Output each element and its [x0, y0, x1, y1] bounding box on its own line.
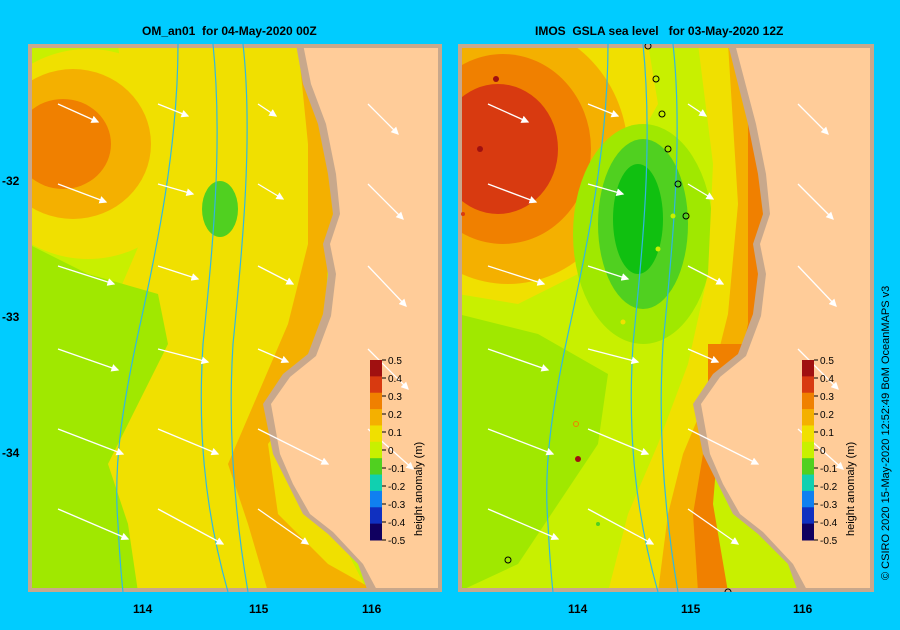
lon-label-right-116: 116 [793, 602, 813, 616]
colorbar-swatch [802, 458, 814, 476]
colorbar-tick-label: -0.3 [388, 500, 406, 511]
lat-label-32: -32 [2, 174, 20, 188]
right-map-nw-anomaly-core [458, 84, 558, 214]
colorbar-tick-label: 0.2 [388, 410, 402, 421]
colorbar-swatch [370, 425, 382, 443]
copyright-credit: © CSIRO 2020 15-May-2020 12:52:49 BoM Oc… [880, 285, 892, 580]
left-map-land [271, 44, 442, 592]
right-map-coastal-yellow [608, 44, 758, 592]
colorbar-swatch [802, 441, 814, 459]
right-colorbar-ticks: 0.5 0.4 0.3 0.2 0.1 0 -0.1 -0.2 -0.3 -0.4 -0.5 [814, 356, 838, 547]
colorbar-swatch [802, 474, 814, 492]
colorbar-swatch [370, 360, 382, 377]
colorbar-swatch [370, 507, 382, 525]
colorbar-swatch [370, 523, 382, 541]
colorbar-tick-label: 0.1 [820, 428, 834, 439]
lon-label-left-116: 116 [362, 602, 382, 616]
right-map-contour-2 [630, 44, 659, 592]
colorbar-swatch [370, 458, 382, 476]
colorbar-swatch [802, 490, 814, 508]
colorbar-tick-label: 0 [388, 446, 394, 457]
left-map-current-arrows [57, 103, 414, 545]
colorbar-tick-label: 0.3 [820, 392, 834, 403]
colorbar-tick-label: -0.5 [388, 536, 406, 547]
left-map-nw-anomaly-core [28, 99, 111, 189]
colorbar-swatch [802, 425, 814, 443]
left-colorbar-swatches [370, 360, 382, 541]
left-map-contour-3 [230, 44, 249, 592]
colorbar-tick-label: -0.4 [388, 518, 406, 529]
left-map-green-region [28, 244, 168, 592]
right-map-sla-dots [461, 76, 676, 526]
left-colorbar-ticks: 0.5 0.4 0.3 0.2 0.1 0 -0.1 -0.2 -0.3 -0.4 -0.5 [382, 356, 406, 547]
left-map-contour-2 [200, 44, 229, 592]
right-map-eddy-core [613, 164, 663, 274]
colorbar-tick-label: 0.5 [388, 356, 402, 367]
lon-label-left-114: 114 [133, 602, 153, 616]
colorbar-swatch [802, 360, 814, 377]
left-map [28, 44, 442, 592]
colorbar-tick-label: -0.2 [820, 482, 838, 493]
colorbar-swatch [370, 441, 382, 459]
colorbar-swatch [370, 474, 382, 492]
right-map-land [701, 44, 874, 592]
colorbar-tick-label: -0.1 [388, 464, 406, 475]
left-map-contour-1 [116, 44, 179, 592]
lat-label-33: -33 [2, 310, 20, 324]
lat-label-34: -34 [2, 446, 20, 460]
colorbar-tick-label: -0.5 [820, 536, 838, 547]
colorbar-swatch [802, 507, 814, 525]
left-colorbar: 0.5 0.4 0.3 0.2 0.1 0 -0.1 -0.2 -0.3 -0.4 -0.5 hei… [370, 356, 425, 547]
colorbar-swatch [802, 523, 814, 541]
colorbar-tick-label: -0.4 [820, 518, 838, 529]
left-map-green-spot [202, 181, 238, 237]
colorbar-swatch [370, 392, 382, 410]
right-map-coastal-orange [658, 44, 768, 592]
left-panel-title: OM_an01 for 04-May-2020 00Z [142, 24, 317, 38]
left-colorbar-label: height anomaly (m) [413, 442, 425, 536]
colorbar-swatch [370, 409, 382, 426]
right-panel-title: IMOS GSLA sea level for 03-May-2020 12Z [535, 24, 784, 38]
lon-label-right-114: 114 [568, 602, 588, 616]
right-map-contour-3 [660, 44, 679, 592]
right-colorbar-swatches [802, 360, 814, 541]
colorbar-tick-label: -0.3 [820, 500, 838, 511]
colorbar-tick-label: 0.4 [388, 374, 402, 385]
colorbar-swatch [370, 490, 382, 508]
colorbar-tick-label: 0.1 [388, 428, 402, 439]
right-map-current-arrows [487, 103, 844, 545]
right-colorbar: 0.5 0.4 0.3 0.2 0.1 0 -0.1 -0.2 -0.3 -0.4 -0.5 hei… [802, 356, 857, 547]
lon-label-right-115: 115 [681, 602, 701, 616]
colorbar-tick-label: 0.2 [820, 410, 834, 421]
colorbar-swatch [802, 392, 814, 410]
colorbar-tick-label: 0 [820, 446, 826, 457]
lon-label-left-115: 115 [249, 602, 269, 616]
colorbar-tick-label: 0.4 [820, 374, 834, 385]
right-map-contour-1 [546, 44, 609, 592]
right-map-green-sw [458, 314, 608, 592]
colorbar-tick-label: 0.5 [820, 356, 834, 367]
colorbar-tick-label: -0.1 [820, 464, 838, 475]
left-map-coastal-orange [228, 44, 378, 592]
colorbar-swatch [802, 376, 814, 394]
colorbar-tick-label: 0.3 [388, 392, 402, 403]
colorbar-swatch [370, 376, 382, 394]
colorbar-swatch [802, 409, 814, 426]
right-colorbar-label: height anomaly (m) [845, 442, 857, 536]
colorbar-tick-label: -0.2 [388, 482, 406, 493]
right-map-observation-markers [504, 44, 732, 592]
